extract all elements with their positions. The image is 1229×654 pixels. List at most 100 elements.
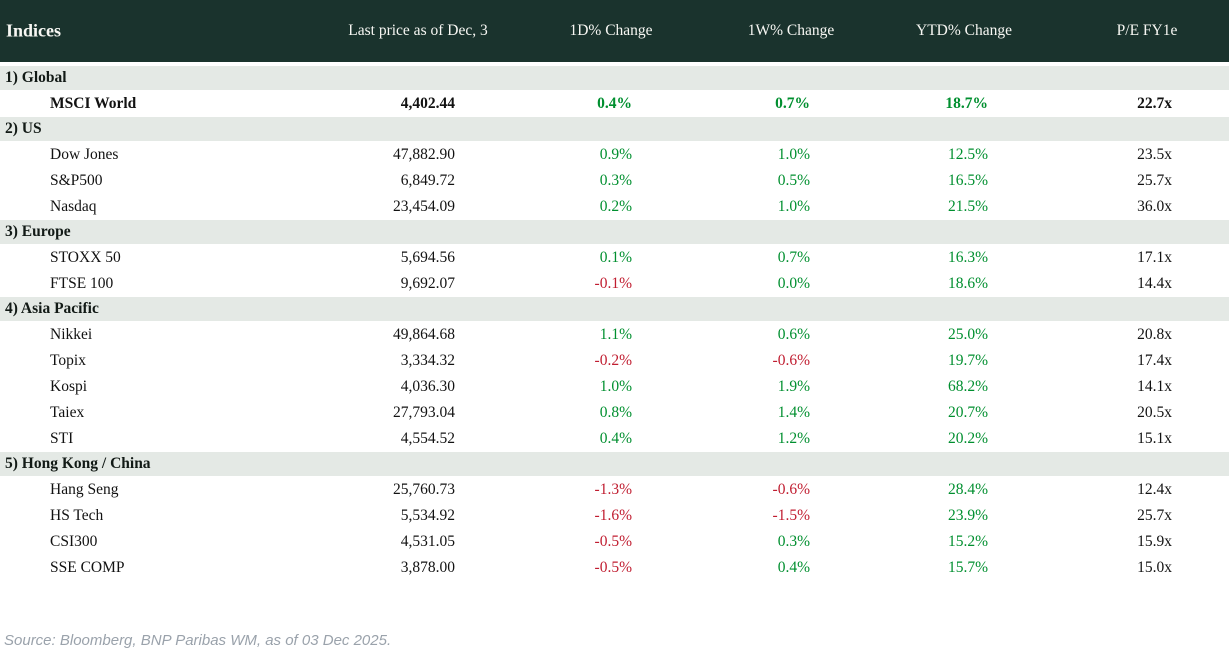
section-header-row: 4) Asia Pacific xyxy=(0,297,1229,322)
1d-change-cell: -1.3% xyxy=(594,481,632,498)
1w-change-cell: 0.6% xyxy=(777,326,810,343)
index-name-cell: Hang Seng xyxy=(50,481,119,498)
table-row: CSI300 4,531.05 -0.5% 0.3% 15.2% 15.9x xyxy=(0,529,1229,555)
section-header-row: 5) Hong Kong / China xyxy=(0,452,1229,477)
table-row: Taiex 27,793.04 0.8% 1.4% 20.7% 20.5x xyxy=(0,400,1229,426)
pe-cell: 20.5x xyxy=(1137,404,1172,421)
ytd-change-cell: 18.7% xyxy=(945,95,988,112)
1d-change-cell: 0.1% xyxy=(599,249,632,266)
last-price-cell: 49,864.68 xyxy=(393,326,455,343)
index-name-cell: CSI300 xyxy=(50,533,98,550)
index-name-cell: HS Tech xyxy=(50,507,104,524)
table-row: STOXX 50 5,694.56 0.1% 0.7% 16.3% 17.1x xyxy=(0,245,1229,271)
column-header-pe: P/E FY1e xyxy=(1116,22,1178,39)
1d-change-cell: 1.1% xyxy=(599,326,632,343)
1d-change-cell: -0.5% xyxy=(594,559,632,576)
ytd-change-cell: 18.6% xyxy=(947,275,988,292)
last-price-cell: 4,554.52 xyxy=(400,430,455,447)
table-row: SSE COMP 3,878.00 -0.5% 0.4% 15.7% 15.0x xyxy=(0,555,1229,581)
1d-change-cell: 0.4% xyxy=(599,430,632,447)
1d-change-cell: 0.2% xyxy=(599,198,632,215)
index-name-cell: MSCI World xyxy=(50,95,137,112)
last-price-cell: 9,692.07 xyxy=(400,275,455,292)
pe-cell: 12.4x xyxy=(1137,481,1172,498)
table-row: Nasdaq 23,454.09 0.2% 1.0% 21.5% 36.0x xyxy=(0,194,1229,220)
index-name-cell: Taiex xyxy=(50,404,85,421)
1w-change-cell: 0.3% xyxy=(777,533,810,550)
ytd-change-cell: 12.5% xyxy=(947,146,988,163)
last-price-cell: 5,694.56 xyxy=(400,249,455,266)
1w-change-cell: 1.9% xyxy=(777,378,810,395)
table-row: STI 4,554.52 0.4% 1.2% 20.2% 15.1x xyxy=(0,426,1229,452)
ytd-change-cell: 19.7% xyxy=(947,352,988,369)
column-header-1d-change: 1D% Change xyxy=(569,22,653,39)
source-note: Source: Bloomberg, BNP Paribas WM, as of… xyxy=(4,632,392,649)
index-name-cell: STOXX 50 xyxy=(50,249,121,266)
1w-change-cell: 1.0% xyxy=(777,198,810,215)
index-name-cell: STI xyxy=(50,430,74,447)
ytd-change-cell: 23.9% xyxy=(947,507,988,524)
table-row: Topix 3,334.32 -0.2% -0.6% 19.7% 17.4x xyxy=(0,348,1229,374)
pe-cell: 17.1x xyxy=(1137,249,1172,266)
index-name-cell: Dow Jones xyxy=(50,146,119,163)
1w-change-cell: 1.4% xyxy=(777,404,810,421)
ytd-change-cell: 68.2% xyxy=(947,378,988,395)
1d-change-cell: -1.6% xyxy=(594,507,632,524)
ytd-change-cell: 16.3% xyxy=(947,249,988,266)
table-row: S&P500 6,849.72 0.3% 0.5% 16.5% 25.7x xyxy=(0,168,1229,194)
ytd-change-cell: 15.7% xyxy=(947,559,988,576)
pe-cell: 15.1x xyxy=(1137,430,1172,447)
1d-change-cell: -0.2% xyxy=(594,352,632,369)
index-name-cell: Nikkei xyxy=(50,326,93,343)
table-row: Kospi 4,036.30 1.0% 1.9% 68.2% 14.1x xyxy=(0,374,1229,400)
pe-cell: 25.7x xyxy=(1137,172,1172,189)
1w-change-cell: 0.7% xyxy=(777,249,810,266)
pe-cell: 22.7x xyxy=(1137,95,1172,112)
table-row: FTSE 100 9,692.07 -0.1% 0.0% 18.6% 14.4x xyxy=(0,271,1229,297)
1d-change-cell: -0.1% xyxy=(594,275,632,292)
1d-change-cell: 0.3% xyxy=(599,172,632,189)
ytd-change-cell: 15.2% xyxy=(947,533,988,550)
last-price-cell: 6,849.72 xyxy=(400,172,455,189)
index-name-cell: S&P500 xyxy=(50,172,103,189)
pe-cell: 14.1x xyxy=(1137,378,1172,395)
last-price-cell: 23,454.09 xyxy=(393,198,455,215)
last-price-cell: 4,531.05 xyxy=(400,533,455,550)
table-title: Indices xyxy=(6,20,62,41)
column-header-last-price: Last price as of Dec, 3 xyxy=(348,22,488,39)
pe-cell: 17.4x xyxy=(1137,352,1172,369)
1w-change-cell: 0.0% xyxy=(777,275,810,292)
1w-change-cell: 0.5% xyxy=(777,172,810,189)
pe-cell: 15.9x xyxy=(1137,533,1172,550)
pe-cell: 23.5x xyxy=(1137,146,1172,163)
last-price-cell: 5,534.92 xyxy=(400,507,455,524)
table-row: HS Tech 5,534.92 -1.6% -1.5% 23.9% 25.7x xyxy=(0,503,1229,529)
table-row: MSCI World 4,402.44 0.4% 0.7% 18.7% 22.7x xyxy=(0,91,1229,117)
table-row: Dow Jones 47,882.90 0.9% 1.0% 12.5% 23.5x xyxy=(0,142,1229,168)
column-header-1w-change: 1W% Change xyxy=(747,22,835,39)
ytd-change-cell: 20.2% xyxy=(947,430,988,447)
last-price-cell: 3,334.32 xyxy=(400,352,455,369)
last-price-cell: 25,760.73 xyxy=(393,481,455,498)
1w-change-cell: -0.6% xyxy=(772,481,810,498)
1w-change-cell: -1.5% xyxy=(772,507,810,524)
pe-cell: 36.0x xyxy=(1137,198,1172,215)
index-name-cell: SSE COMP xyxy=(50,559,125,576)
1d-change-cell: 0.9% xyxy=(599,146,632,163)
table-row: Nikkei 49,864.68 1.1% 0.6% 25.0% 20.8x xyxy=(0,322,1229,348)
last-price-cell: 4,036.30 xyxy=(400,378,455,395)
pe-cell: 15.0x xyxy=(1137,559,1172,576)
index-name-cell: Nasdaq xyxy=(50,198,97,215)
last-price-cell: 47,882.90 xyxy=(393,146,455,163)
section-header-row: 2) US xyxy=(0,117,1229,142)
table-row: Hang Seng 25,760.73 -1.3% -0.6% 28.4% 12.4x xyxy=(0,477,1229,503)
section-header-row: 3) Europe xyxy=(0,220,1229,245)
ytd-change-cell: 20.7% xyxy=(947,404,988,421)
1d-change-cell: 0.8% xyxy=(599,404,632,421)
1w-change-cell: -0.6% xyxy=(772,352,810,369)
index-name-cell: FTSE 100 xyxy=(50,275,114,292)
pe-cell: 20.8x xyxy=(1137,326,1172,343)
ytd-change-cell: 28.4% xyxy=(947,481,988,498)
1w-change-cell: 0.7% xyxy=(775,95,810,112)
